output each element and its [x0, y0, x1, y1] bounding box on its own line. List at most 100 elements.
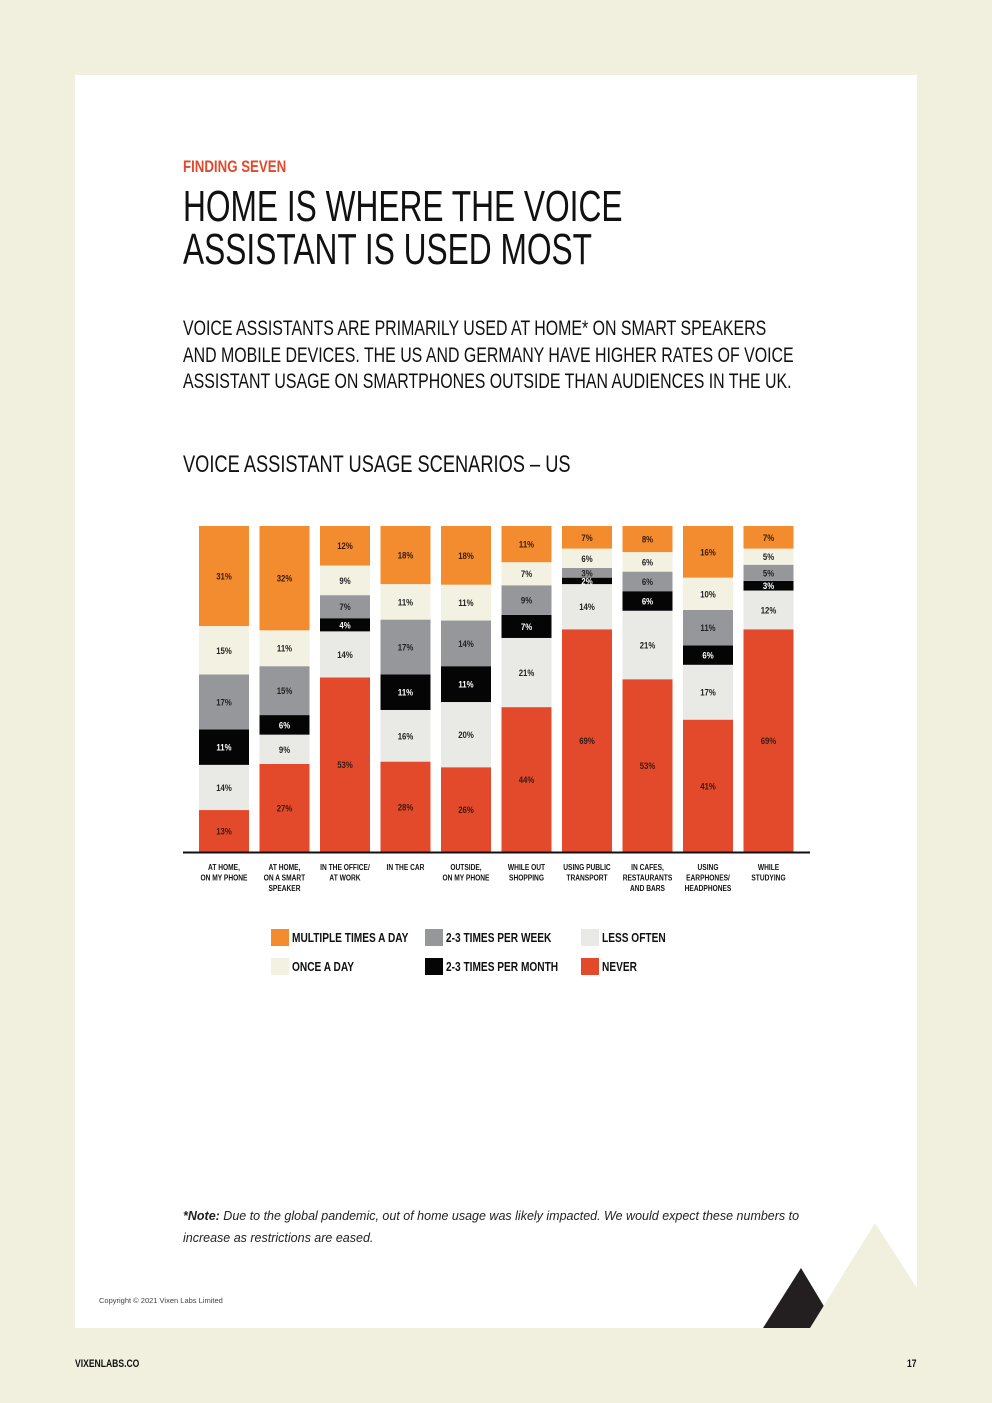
- bar-segment: [259, 630, 310, 667]
- data-label: 5%: [763, 568, 774, 579]
- bar-segment: [622, 679, 673, 852]
- bar-segment: [562, 577, 612, 585]
- data-label: 16%: [398, 731, 414, 742]
- bar-segment: [743, 526, 794, 549]
- data-label: 9%: [279, 744, 290, 755]
- legend-label: 2-3 TIMES PER WEEK: [446, 930, 552, 945]
- bar-segment: [199, 626, 249, 675]
- bar-segment: [743, 548, 794, 565]
- legend-swatch: [581, 958, 599, 975]
- data-label: 21%: [640, 640, 656, 651]
- bar-segment: [743, 580, 794, 591]
- category-tick-label: ON MY PHONE: [201, 873, 248, 883]
- data-label: 8%: [642, 534, 653, 545]
- data-label: 20%: [458, 729, 474, 740]
- bar-segment: [683, 664, 733, 720]
- data-label: 11%: [700, 622, 715, 633]
- chart-title-text: VOICE ASSISTANT USAGE SCENARIOS – US: [183, 451, 571, 478]
- bar-segment: [743, 564, 794, 581]
- data-label: 14%: [337, 649, 353, 660]
- data-label: 69%: [579, 735, 595, 746]
- light-mountain-shape: [810, 1223, 917, 1328]
- site-link[interactable]: VIXENLABS.CO: [75, 1358, 158, 1370]
- data-label: 9%: [339, 575, 350, 586]
- footnote: *Note: Due to the global pandemic, out o…: [183, 1205, 823, 1249]
- category-tick-label: USING PUBLIC: [563, 862, 611, 872]
- category-tick-label: EARPHONES/: [686, 873, 731, 883]
- intro-text: VOICE ASSISTANTS ARE PRIMARILY USED AT H…: [183, 315, 992, 395]
- bar-segment: [380, 526, 431, 585]
- kicker-text: FINDING SEVEN: [183, 157, 287, 176]
- data-label: 6%: [702, 650, 713, 661]
- legend-swatch: [581, 929, 599, 946]
- data-label: 32%: [277, 573, 293, 584]
- bar-segment: [441, 584, 491, 621]
- bar-segment: [380, 709, 431, 762]
- data-label: 16%: [700, 547, 716, 558]
- data-label: 17%: [700, 687, 716, 698]
- data-label: 6%: [642, 596, 653, 607]
- bar-segment: [380, 761, 431, 852]
- legend-swatch: [271, 929, 289, 946]
- data-label: 9%: [521, 595, 532, 606]
- bar-segment: [562, 526, 612, 549]
- bar-segment: [562, 567, 612, 578]
- bar-segment: [380, 584, 431, 620]
- bar-segment: [441, 767, 491, 852]
- data-label: 21%: [519, 667, 535, 678]
- category-tick-label: AT HOME,: [269, 862, 301, 872]
- category-tick-label: IN CAFES,: [631, 862, 664, 872]
- category-tick-label: IN THE CAR: [387, 862, 425, 872]
- category-tick-label: AT WORK: [329, 873, 361, 883]
- bar-segment: [320, 631, 370, 678]
- bar-segment: [622, 552, 673, 572]
- data-label: 12%: [337, 541, 353, 552]
- data-label: 13%: [216, 826, 232, 837]
- bar-segment: [199, 764, 249, 811]
- data-label: 11%: [458, 679, 473, 690]
- bar-segment: [320, 595, 370, 619]
- category-tick-label: AND BARS: [630, 883, 665, 893]
- category-tick-label: TRANSPORT: [566, 873, 607, 883]
- data-label: 11%: [519, 539, 534, 550]
- page-number: 17: [907, 1358, 919, 1370]
- intro-line: VOICE ASSISTANTS ARE PRIMARILY USED AT H…: [183, 316, 767, 340]
- data-label: 7%: [521, 621, 532, 632]
- bar-segment: [501, 707, 552, 852]
- data-label: 3%: [581, 568, 592, 579]
- data-label: 41%: [700, 781, 716, 792]
- bar-segment: [380, 674, 431, 710]
- data-label: 7%: [763, 532, 774, 543]
- copyright: Copyright © 2021 Vixen Labs Limited: [99, 1296, 223, 1305]
- legend-label: LESS OFTEN: [602, 930, 666, 945]
- category-tick-label: WHILE: [758, 862, 779, 872]
- bar-segment: [259, 666, 310, 716]
- data-label: 27%: [277, 803, 293, 814]
- bar-segment: [683, 526, 733, 578]
- category-tick-label: ON MY PHONE: [443, 873, 490, 883]
- data-label: 7%: [581, 532, 592, 543]
- category-tick-label: ON A SMART: [264, 873, 306, 883]
- category-tick-label: USING: [698, 862, 719, 872]
- page-title: HOME IS WHERE THE VOICE ASSISTANT IS USE…: [183, 185, 793, 272]
- bar-segment: [441, 526, 491, 585]
- intro-line: AND MOBILE DEVICES. THE US AND GERMANY H…: [183, 342, 794, 367]
- data-label: 6%: [279, 720, 290, 731]
- dark-mountain-shape: [763, 1268, 828, 1328]
- bar-segment: [683, 609, 733, 646]
- data-label: 10%: [700, 589, 716, 600]
- bar-segment: [683, 719, 733, 852]
- bar-segment: [320, 618, 370, 632]
- data-label: 17%: [398, 642, 414, 653]
- bar-segment: [562, 548, 612, 568]
- legend-label: MULTIPLE TIMES A DAY: [292, 930, 409, 945]
- stacked-bar-chart: 13%14%11%17%15%31%AT HOME,ON MY PHONE27%…: [183, 526, 810, 893]
- bar-segment: [259, 734, 310, 764]
- bar-segment: [380, 619, 431, 675]
- data-label: 6%: [642, 557, 653, 568]
- data-label: 7%: [339, 601, 350, 612]
- bar-segment: [199, 810, 249, 852]
- bar-segment: [622, 610, 673, 680]
- legend-swatch: [425, 929, 443, 946]
